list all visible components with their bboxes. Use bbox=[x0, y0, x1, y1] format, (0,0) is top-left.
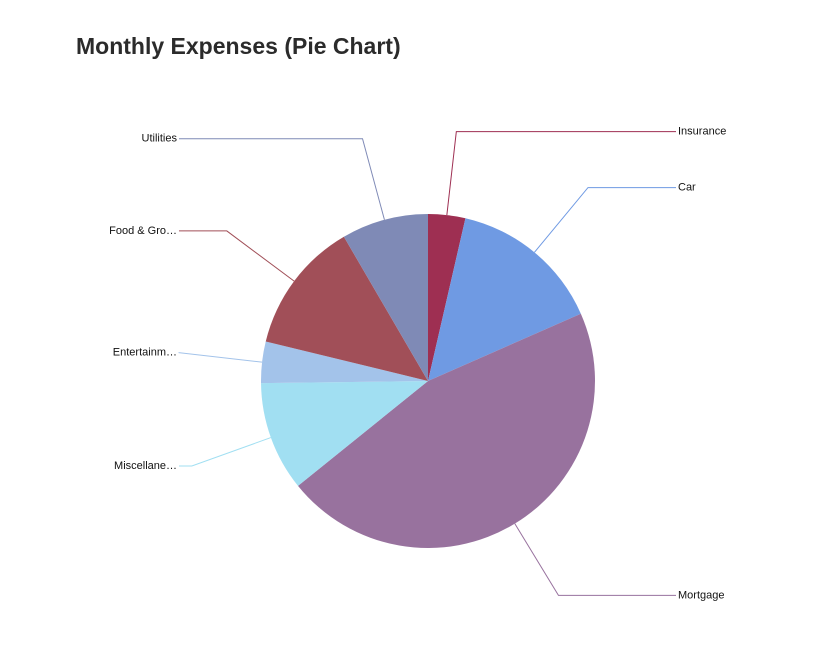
slice-label: Miscellane… bbox=[114, 460, 177, 472]
pie-slice bbox=[261, 341, 428, 384]
chart-title: Monthly Expenses (Pie Chart) bbox=[76, 33, 401, 59]
leader-line bbox=[534, 187, 676, 253]
leader-line bbox=[446, 131, 676, 216]
pie-slice bbox=[265, 236, 428, 381]
leader-line bbox=[178, 352, 263, 363]
slice-label: Food & Gro… bbox=[109, 225, 177, 237]
pie-slice bbox=[428, 218, 581, 381]
pie-slice bbox=[343, 214, 428, 381]
slice-label: Mortgage bbox=[678, 589, 724, 601]
leader-line bbox=[514, 523, 676, 596]
pie-slice bbox=[297, 313, 595, 549]
leader-line bbox=[179, 230, 295, 282]
slice-label: Car bbox=[678, 182, 696, 194]
leader-line bbox=[179, 437, 272, 467]
pie-slice bbox=[428, 214, 466, 381]
slice-label: Insurance bbox=[678, 126, 726, 138]
leader-line bbox=[179, 138, 385, 220]
slice-label: Entertainm… bbox=[113, 347, 177, 359]
pie-slice bbox=[261, 381, 428, 486]
slice-label: Utilities bbox=[142, 133, 178, 145]
